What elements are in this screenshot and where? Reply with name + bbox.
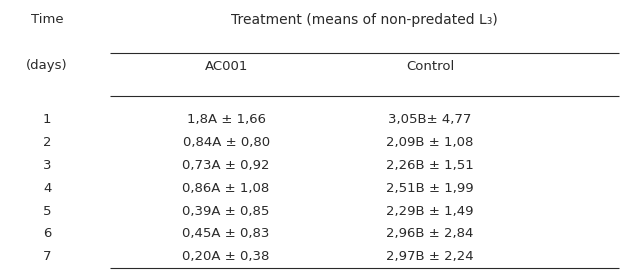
Text: 2: 2: [43, 136, 51, 149]
Text: 7: 7: [43, 250, 51, 263]
Text: 3,05B± 4,77: 3,05B± 4,77: [389, 113, 472, 126]
Text: Treatment (means of non-predated L₃): Treatment (means of non-predated L₃): [231, 13, 497, 27]
Text: Time: Time: [31, 13, 63, 26]
Text: 0,73A ± 0,92: 0,73A ± 0,92: [182, 159, 270, 172]
Text: 0,39A ± 0,85: 0,39A ± 0,85: [182, 205, 270, 218]
Text: 1: 1: [43, 113, 51, 126]
Text: 4: 4: [43, 182, 51, 195]
Text: 0,45A ± 0,83: 0,45A ± 0,83: [182, 227, 270, 240]
Text: 0,86A ± 1,08: 0,86A ± 1,08: [183, 182, 269, 195]
Text: 0,84A ± 0,80: 0,84A ± 0,80: [183, 136, 269, 149]
Text: 6: 6: [43, 227, 51, 240]
Text: 2,51B ± 1,99: 2,51B ± 1,99: [386, 182, 474, 195]
Text: 2,96B ± 2,84: 2,96B ± 2,84: [386, 227, 474, 240]
Text: Control: Control: [406, 60, 454, 73]
Text: 2,29B ± 1,49: 2,29B ± 1,49: [386, 205, 474, 218]
Text: 2,26B ± 1,51: 2,26B ± 1,51: [386, 159, 474, 172]
Text: 1,8A ± 1,66: 1,8A ± 1,66: [187, 113, 266, 126]
Text: 0,20A ± 0,38: 0,20A ± 0,38: [182, 250, 270, 263]
Text: 2,09B ± 1,08: 2,09B ± 1,08: [386, 136, 474, 149]
Text: (days): (days): [26, 59, 68, 72]
Text: 5: 5: [43, 205, 51, 218]
Text: 2,97B ± 2,24: 2,97B ± 2,24: [386, 250, 474, 263]
Text: AC001: AC001: [204, 60, 248, 73]
Text: 3: 3: [43, 159, 51, 172]
